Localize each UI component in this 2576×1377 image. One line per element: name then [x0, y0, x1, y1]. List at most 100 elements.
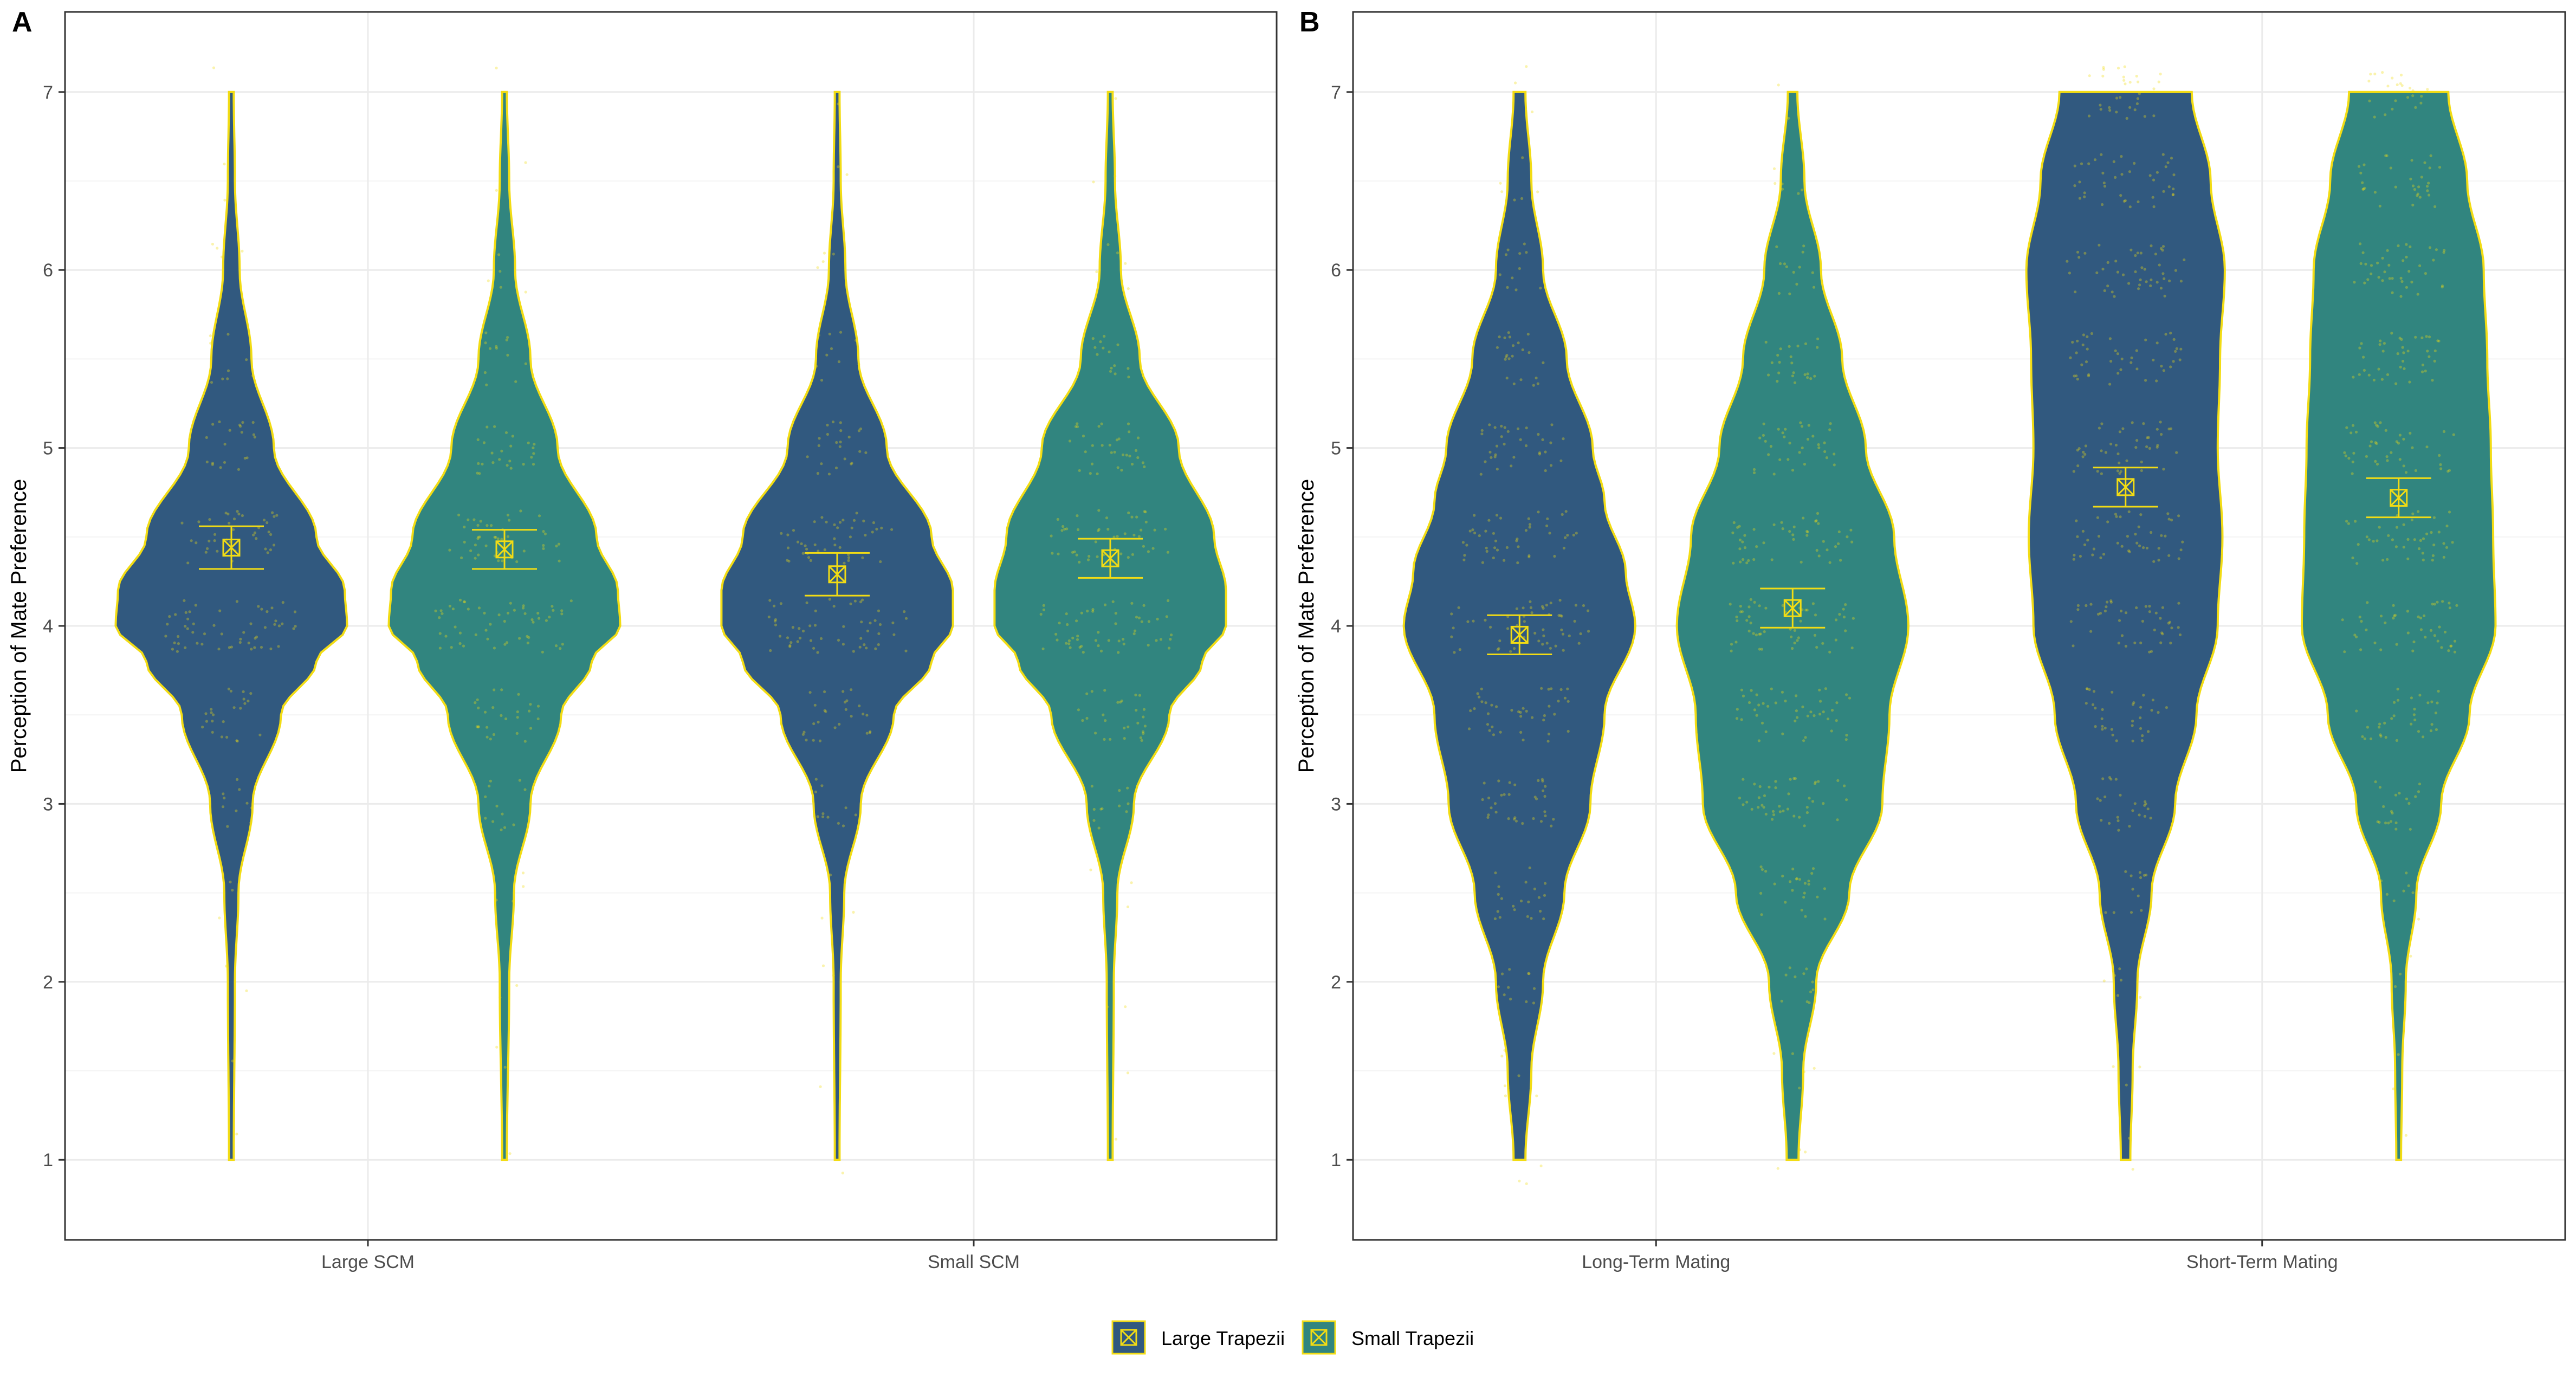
jitter-point	[1582, 604, 1585, 607]
jitter-point	[2086, 687, 2089, 690]
jitter-point	[500, 688, 503, 691]
jitter-point	[2099, 104, 2102, 107]
jitter-point	[1550, 423, 1554, 426]
jitter-point	[1545, 524, 1549, 528]
jitter-point	[2178, 633, 2182, 637]
jitter-point	[218, 916, 221, 920]
jitter-point	[569, 599, 573, 603]
jitter-point	[1092, 819, 1096, 822]
jitter-point	[2441, 284, 2444, 288]
jitter-point	[1517, 710, 1520, 713]
jitter-point	[788, 645, 792, 648]
jitter-point	[1492, 556, 1495, 560]
jitter-point	[2164, 165, 2167, 169]
jitter-point	[2402, 259, 2405, 262]
jitter-point	[1519, 710, 1522, 714]
jitter-point	[1568, 634, 1571, 637]
jitter-point	[1801, 250, 1804, 254]
jitter-point	[1732, 561, 1735, 565]
jitter-point	[1779, 347, 1782, 351]
jitter-point	[1508, 335, 1511, 339]
jitter-point	[508, 519, 511, 522]
jitter-point	[509, 467, 513, 470]
jitter-point	[842, 643, 845, 646]
jitter-point	[1811, 867, 1815, 870]
jitter-point	[1755, 693, 1758, 696]
jitter-point	[1122, 642, 1125, 645]
jitter-point	[557, 542, 560, 546]
jitter-point	[1132, 533, 1136, 537]
jitter-point	[1097, 425, 1101, 428]
jitter-point	[482, 441, 486, 444]
jitter-point	[2390, 332, 2393, 335]
jitter-point	[1076, 422, 1079, 425]
jitter-point	[518, 637, 521, 640]
jitter-point	[2398, 434, 2402, 437]
jitter-point	[862, 519, 865, 523]
jitter-point	[551, 605, 554, 608]
jitter-point	[1498, 639, 1501, 643]
jitter-point	[2416, 194, 2419, 197]
jitter-point	[2453, 650, 2456, 654]
jitter-point	[1533, 796, 1537, 799]
jitter-point	[2159, 421, 2162, 424]
jitter-point	[858, 645, 862, 649]
jitter-point	[486, 726, 489, 729]
jitter-point	[226, 512, 230, 516]
jitter-point	[1806, 372, 1809, 376]
jitter-point	[2109, 778, 2113, 781]
jitter-point	[2170, 519, 2173, 522]
jitter-point	[1495, 444, 1499, 448]
jitter-point	[1759, 632, 1762, 636]
jitter-point	[505, 338, 508, 342]
jitter-point	[1544, 785, 1547, 788]
jitter-point	[2128, 550, 2131, 553]
jitter-point	[850, 526, 853, 529]
jitter-point	[2375, 423, 2378, 427]
jitter-point	[1514, 819, 1518, 823]
jitter-point	[2076, 378, 2079, 381]
legend-mean-marker	[1120, 1329, 1137, 1346]
jitter-point	[2161, 606, 2164, 609]
jitter-point	[1480, 432, 1484, 436]
jitter-point	[1542, 606, 1545, 610]
jitter-point	[2111, 733, 2114, 736]
jitter-point	[1540, 687, 1543, 690]
jitter-point	[1747, 605, 1751, 609]
jitter-point	[1071, 636, 1075, 639]
jitter-point	[1817, 522, 1820, 525]
jitter-point	[1747, 629, 1751, 633]
jitter-point	[1805, 1000, 1809, 1004]
jitter-point	[1095, 270, 1098, 274]
jitter-point	[1503, 426, 1506, 429]
jitter-point	[2142, 422, 2145, 425]
jitter-point	[1512, 818, 1516, 821]
jitter-point	[2138, 283, 2141, 287]
jitter-point	[1811, 800, 1815, 803]
jitter-point	[515, 984, 519, 987]
jitter-point	[2428, 246, 2432, 249]
jitter-point	[2110, 728, 2113, 731]
jitter-point	[2379, 734, 2383, 738]
jitter-point	[532, 452, 535, 455]
jitter-point	[2449, 644, 2452, 648]
jitter-point	[2139, 716, 2142, 720]
jitter-point	[2381, 559, 2385, 562]
jitter-point	[2096, 612, 2100, 616]
jitter-point	[1111, 600, 1115, 603]
jitter-point	[872, 521, 875, 525]
jitter-point	[821, 260, 825, 263]
jitter-point	[2399, 276, 2403, 280]
jitter-point	[801, 552, 805, 555]
jitter-point	[1136, 436, 1140, 439]
jitter-point	[1067, 639, 1071, 642]
jitter-point	[2167, 622, 2170, 625]
jitter-point	[842, 519, 845, 522]
jitter-point	[245, 989, 248, 992]
jitter-point	[263, 626, 267, 629]
jitter-point	[1745, 561, 1749, 565]
jitter-point	[1458, 648, 1461, 651]
jitter-point	[2368, 444, 2372, 448]
jitter-point	[1798, 451, 1801, 454]
